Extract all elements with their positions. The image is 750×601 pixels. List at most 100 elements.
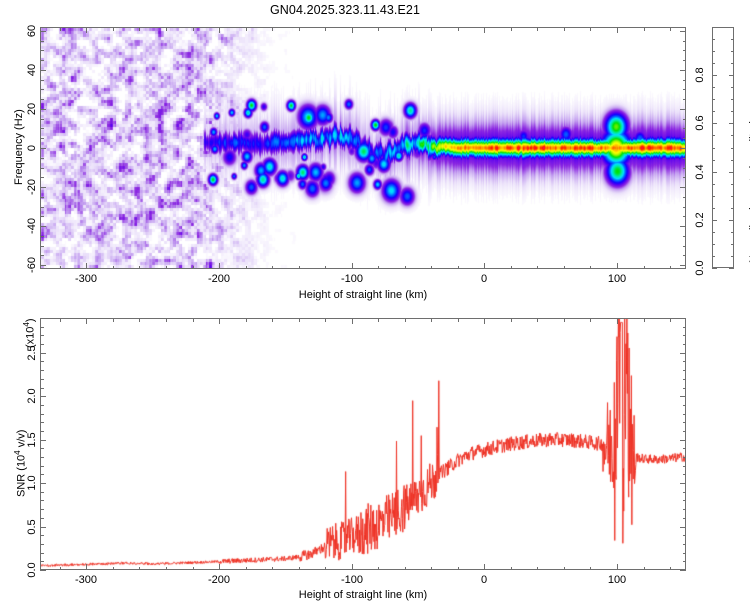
- y-tick-right: [680, 353, 686, 354]
- x-tick-top: [405, 27, 406, 31]
- colorbar-tick-right: [731, 160, 734, 161]
- y-tick: [40, 80, 44, 81]
- x-tick: [431, 566, 432, 570]
- x-tick-top: [511, 318, 512, 322]
- colorbar-tick-right: [731, 256, 734, 257]
- y-tick-label: 1.0: [26, 475, 38, 491]
- y-tick-right: [680, 527, 686, 528]
- y-tick-label: -60: [26, 257, 38, 273]
- colorbar-tick-right: [729, 220, 734, 221]
- y-tick-right: [682, 335, 686, 336]
- x-tick: [378, 265, 379, 269]
- x-tick: [352, 564, 353, 570]
- y-tick: [40, 483, 46, 484]
- x-tick-top: [458, 27, 459, 31]
- y-tick-label: 2.0: [26, 388, 38, 404]
- y-tick-right: [682, 509, 686, 510]
- y-tick: [40, 226, 46, 227]
- y-tick: [40, 31, 46, 32]
- y-tick-right: [682, 246, 686, 247]
- y-tick-right: [680, 440, 686, 441]
- y-tick: [40, 344, 44, 345]
- x-tick-top: [272, 27, 273, 31]
- x-tick-label: -300: [74, 574, 98, 586]
- colorbar-tick-right: [731, 208, 734, 209]
- x-tick-top: [166, 27, 167, 31]
- y-tick: [40, 138, 44, 139]
- x-tick: [246, 566, 247, 570]
- y-tick: [40, 148, 46, 149]
- x-tick-top: [139, 27, 140, 31]
- x-tick-top: [590, 318, 591, 322]
- x-tick: [670, 265, 671, 269]
- x-tick-top: [60, 318, 61, 322]
- x-tick-top: [246, 27, 247, 31]
- x-tick: [537, 566, 538, 570]
- x-tick-top: [644, 318, 645, 322]
- x-tick-top: [458, 318, 459, 322]
- y-tick-right: [682, 370, 686, 371]
- colorbar-tick: [712, 268, 717, 269]
- x-tick: [166, 265, 167, 269]
- x-tick: [458, 265, 459, 269]
- x-tick: [564, 566, 565, 570]
- snr-exponent-note-tail: ): [24, 318, 37, 323]
- y-tick: [40, 60, 44, 61]
- x-tick-label: 100: [607, 273, 627, 285]
- snr-exponent-note-sup: 4: [22, 322, 31, 327]
- x-tick: [484, 263, 485, 269]
- x-tick-label: 0: [480, 273, 488, 285]
- y-tick: [40, 246, 44, 247]
- x-tick-label: -200: [207, 574, 231, 586]
- snr-plot-area: [41, 319, 685, 569]
- y-tick-right: [682, 388, 686, 389]
- y-tick-right: [682, 50, 686, 51]
- snr-trace: [41, 319, 685, 569]
- y-tick-right: [682, 474, 686, 475]
- y-tick-right: [682, 457, 686, 458]
- y-tick-right: [682, 466, 686, 467]
- x-tick: [405, 566, 406, 570]
- x-tick: [325, 566, 326, 570]
- x-tick: [299, 265, 300, 269]
- y-tick-right: [682, 216, 686, 217]
- y-tick-label: 1.5: [26, 432, 38, 448]
- y-tick-label: 40: [26, 63, 38, 77]
- x-tick-top: [219, 318, 220, 324]
- x-tick: [484, 564, 485, 570]
- x-tick: [60, 566, 61, 570]
- y-tick-right: [682, 255, 686, 256]
- y-tick: [40, 41, 44, 42]
- spectrogram-y-axis-title: Frequency (Hz): [13, 109, 25, 185]
- x-tick-top: [113, 318, 114, 322]
- x-tick: [139, 566, 140, 570]
- x-tick-top: [193, 27, 194, 31]
- x-tick: [272, 566, 273, 570]
- x-tick-top: [219, 27, 220, 33]
- x-tick-top: [166, 318, 167, 322]
- y-tick-right: [682, 344, 686, 345]
- x-tick-top: [299, 27, 300, 31]
- y-tick-right: [680, 109, 686, 110]
- colorbar-tick-right: [731, 27, 734, 28]
- colorbar-tick-right: [731, 196, 734, 197]
- x-tick-top: [405, 318, 406, 322]
- colorbar-tick: [712, 123, 717, 124]
- colorbar-tick: [712, 244, 715, 245]
- y-tick-label: -20: [26, 179, 38, 195]
- x-tick-top: [617, 318, 618, 324]
- colorbar-tick-right: [731, 232, 734, 233]
- y-tick: [40, 396, 46, 397]
- x-tick: [272, 265, 273, 269]
- colorbar-tick: [712, 111, 715, 112]
- y-tick: [40, 466, 44, 467]
- x-tick-top: [86, 318, 87, 324]
- y-tick: [40, 440, 46, 441]
- y-tick: [40, 318, 44, 319]
- colorbar-tick-right: [729, 268, 734, 269]
- y-tick: [40, 353, 46, 354]
- y-tick: [40, 265, 46, 266]
- x-tick-label: -200: [207, 273, 231, 285]
- snr-y-axis-title-main: SNR (10: [15, 454, 28, 497]
- colorbar-tick-label: 0.2: [694, 212, 706, 228]
